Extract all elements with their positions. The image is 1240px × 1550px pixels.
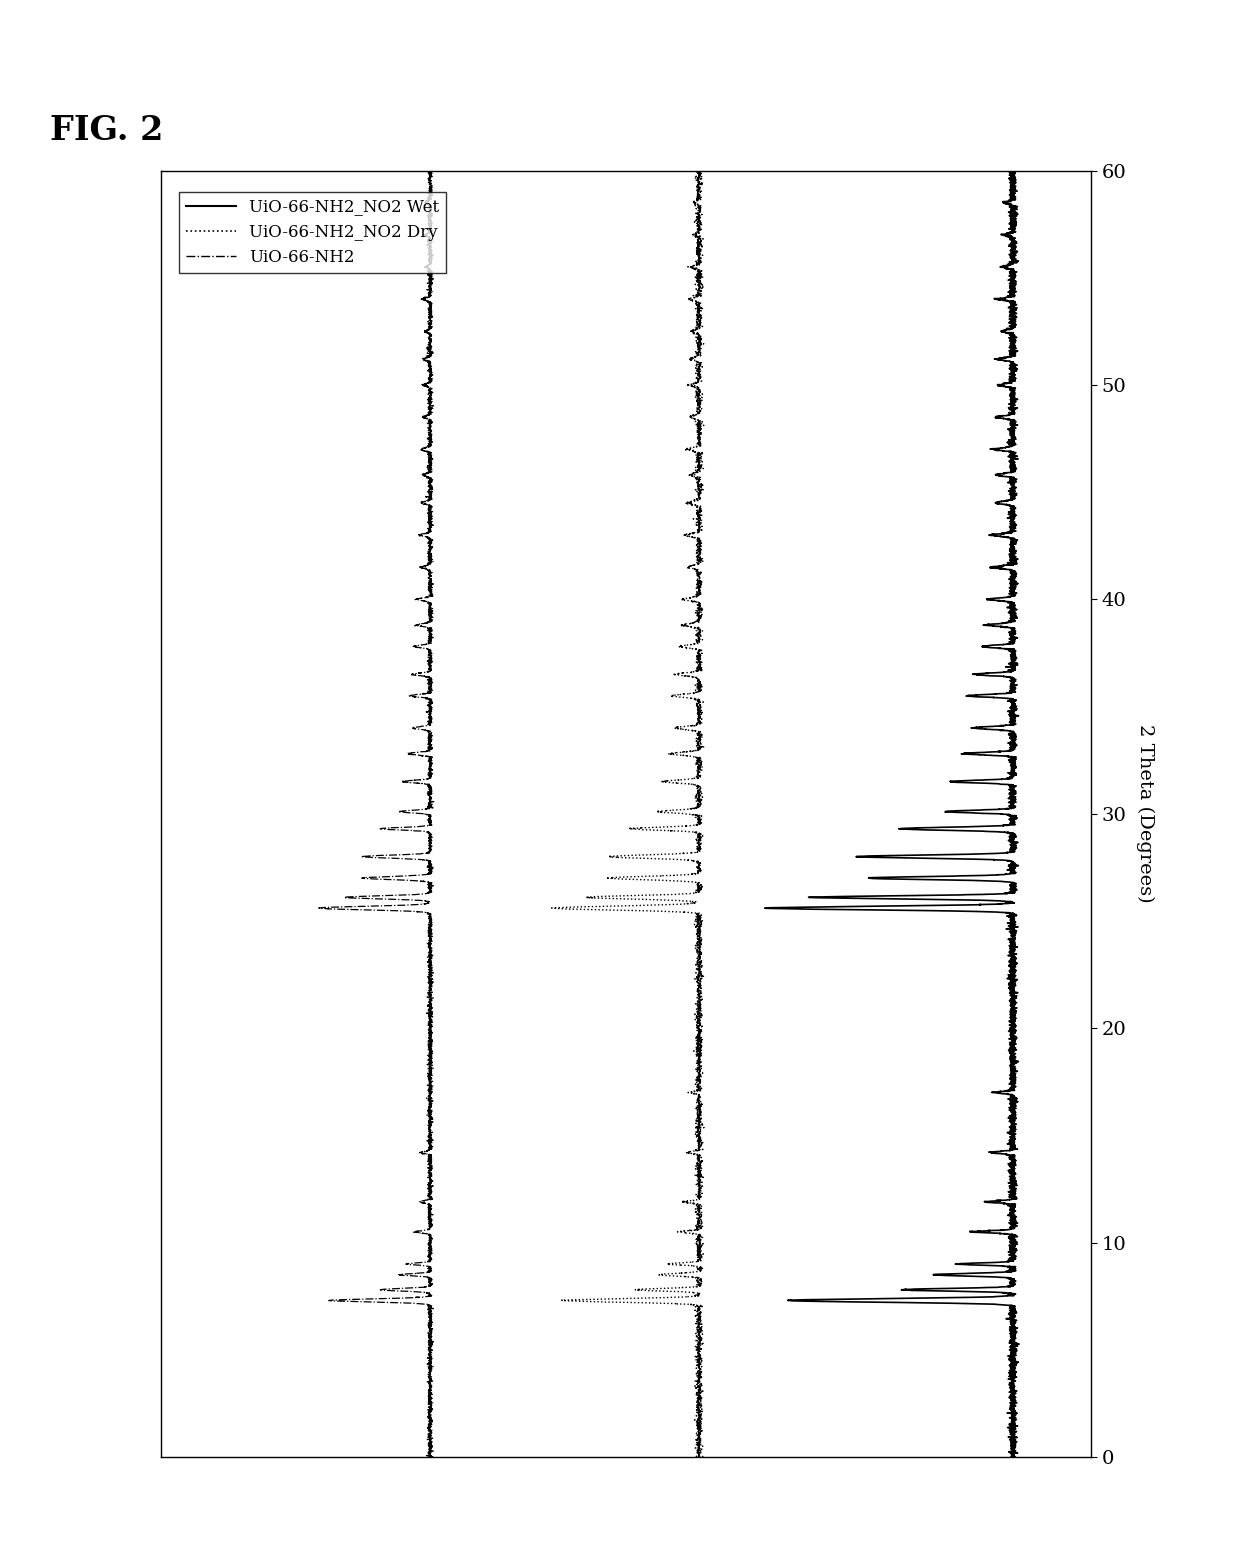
Legend: UiO-66-NH2_NO2 Wet, UiO-66-NH2_NO2 Dry, UiO-66-NH2: UiO-66-NH2_NO2 Wet, UiO-66-NH2_NO2 Dry, … [179, 192, 445, 273]
Y-axis label: 2 Theta (Degrees): 2 Theta (Degrees) [1136, 724, 1154, 904]
Text: FIG. 2: FIG. 2 [50, 113, 162, 147]
